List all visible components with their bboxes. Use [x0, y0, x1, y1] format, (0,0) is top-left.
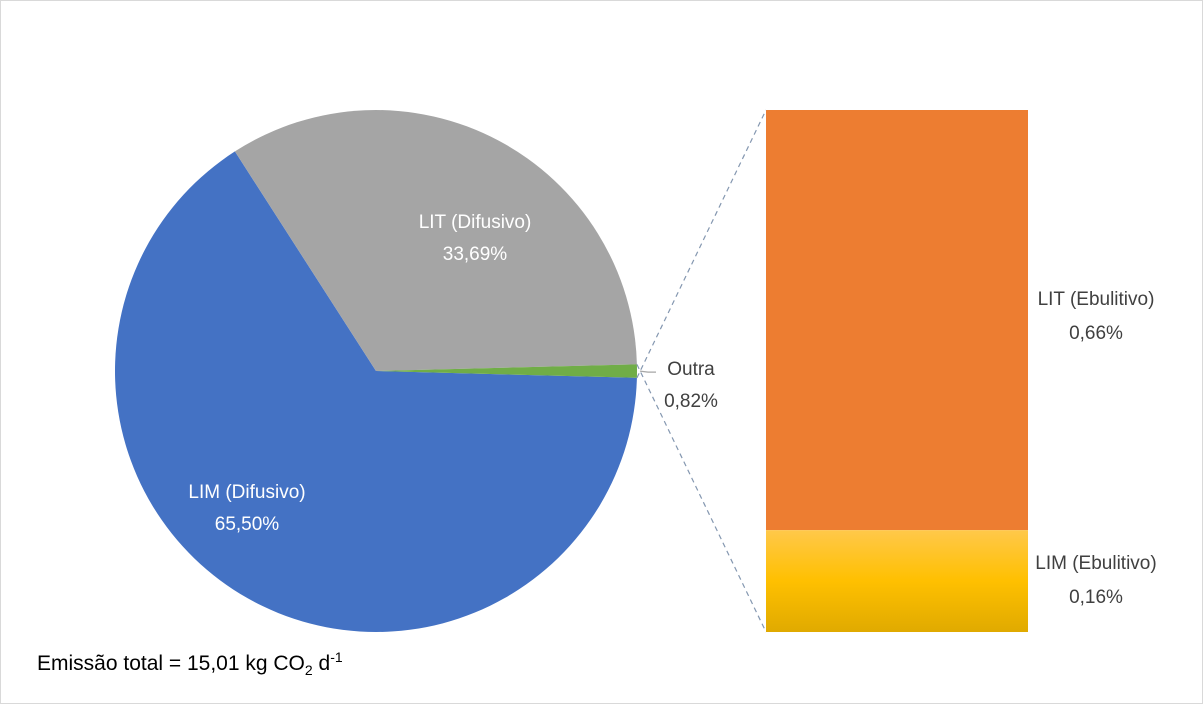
bar-label: LIM (Ebulitivo): [1035, 553, 1156, 574]
annotation-subscript: 2: [305, 662, 313, 678]
slice-label: LIT (Difusivo): [419, 212, 532, 233]
pie-slice: [114, 151, 637, 632]
slice-value-label: 33,69%: [443, 244, 508, 265]
bar-label: LIT (Ebulitivo): [1038, 289, 1155, 310]
connector-line: [636, 109, 767, 379]
annotation-superscript: -1: [330, 649, 343, 665]
slice-label: LIM (Difusivo): [188, 482, 305, 503]
slice-value-label: 65,50%: [215, 514, 280, 535]
slice-value-label: 0,82%: [664, 391, 718, 412]
annotation-text: Emissão total = 15,01 kg CO: [37, 652, 305, 675]
annotation-text: d: [313, 652, 331, 675]
pie-slice: [234, 109, 637, 371]
bar-value-label: 0,66%: [1069, 323, 1123, 344]
connector-line: [636, 364, 767, 633]
slice-label: Outra: [667, 359, 715, 380]
leader-line: [639, 370, 656, 373]
bar-segment: [766, 110, 1028, 531]
bar-segment: [766, 530, 1028, 632]
annotation: Emissão total = 15,01 kg CO2 d-1: [37, 649, 343, 678]
bar-value-label: 0,16%: [1069, 587, 1123, 608]
pie-slice: [376, 364, 637, 378]
